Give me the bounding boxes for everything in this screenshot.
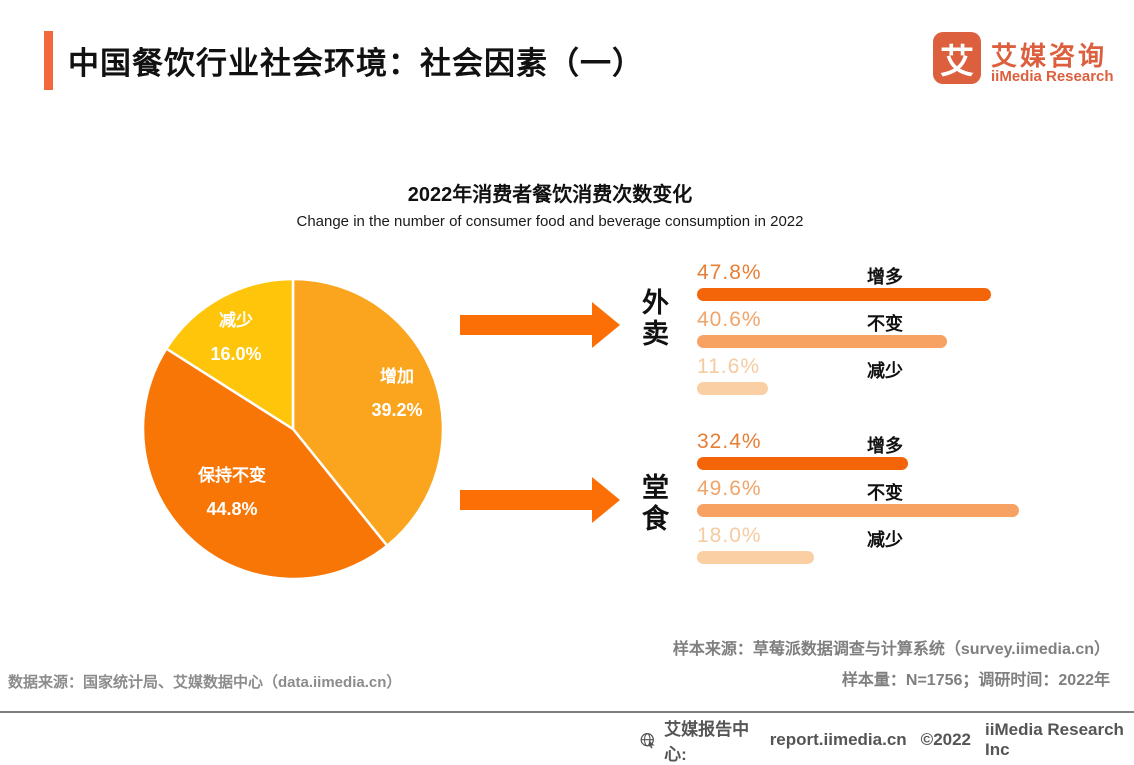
arrow-right-icon (460, 477, 620, 523)
chart-subtitle: Change in the number of consumer food an… (296, 213, 804, 230)
globe-cursor-icon (640, 732, 655, 748)
bar-label: 增多 (867, 267, 903, 287)
pie-slice-value: 44.8% (206, 499, 258, 519)
bar-label: 减少 (867, 361, 903, 381)
bar (697, 288, 991, 301)
bar-row-increase: 32.4% 增多 (697, 431, 1127, 478)
arrow-right-icon (460, 302, 620, 348)
footer-copyright: ©2022 (920, 730, 972, 749)
pie-slice-name: 减少 (219, 311, 253, 330)
bar-value: 18.0% (697, 524, 762, 547)
bar-value: 49.6% (697, 477, 762, 500)
bar (697, 382, 769, 395)
logo-name-en: iiMedia Research (991, 68, 1114, 85)
footer-company: iiMedia Research Inc (985, 720, 1124, 759)
pie-slice (165, 277, 295, 431)
bar-value: 40.6% (697, 308, 762, 331)
iimedia-logo-icon: 艾 (933, 32, 981, 84)
bar-value: 11.6% (697, 355, 760, 378)
category-label-dine-in: 堂食 (638, 473, 668, 535)
sample-notes: 样本来源：草莓派数据调查与计算系统（survey.iimedia.cn） 样本量… (673, 634, 1110, 696)
pie-slice-name: 增加 (380, 367, 414, 386)
category-label-takeout: 外卖 (638, 288, 668, 350)
pie-slice-name: 保持不变 (198, 466, 266, 485)
pie-slice-value: 16.0% (210, 344, 262, 364)
bar-row-unchanged: 40.6% 不变 (697, 309, 1127, 356)
bar-row-decrease: 11.6% 减少 (697, 356, 1127, 403)
bar-row-unchanged: 49.6% 不变 (697, 478, 1127, 525)
pie-chart (141, 277, 445, 581)
pie-label-increase: 增加 39.2% (347, 362, 447, 421)
bar-value: 32.4% (697, 430, 762, 453)
footer-divider (0, 711, 1134, 713)
footer-url: report.iimedia.cn (769, 730, 907, 749)
bar (697, 457, 908, 470)
footer-label: 艾媒报告中心: (664, 720, 750, 764)
logo-glyph: 艾 (940, 42, 974, 81)
pie-slice (291, 277, 445, 548)
sample-source: 样本来源：草莓派数据调查与计算系统（survey.iimedia.cn） (672, 641, 1110, 658)
bar-label: 不变 (867, 314, 903, 334)
bar-row-increase: 47.8% 增多 (697, 262, 1127, 309)
title-accent-bar (44, 31, 53, 90)
bar-row-decrease: 18.0% 减少 (697, 525, 1127, 572)
page-title: 中国餐饮行业社会环境：社会因素（一） (68, 46, 644, 81)
bar-label: 不变 (867, 483, 903, 503)
pie-slice-value: 39.2% (371, 400, 423, 420)
bar (697, 551, 814, 564)
takeout-bar-group: 47.8% 增多 40.6% 不变 11.6% 减少 (697, 262, 1127, 403)
sample-size: 样本量：N=1756；调研时间：2022年 (841, 672, 1110, 689)
chart-title: 2022年消费者餐饮消费次数变化 (407, 184, 693, 206)
bar-label: 减少 (867, 530, 903, 550)
pie-label-unchanged: 保持不变 44.8% (157, 461, 307, 520)
dine-in-bar-group: 32.4% 增多 49.6% 不变 18.0% 减少 (697, 431, 1127, 572)
pie-label-decrease: 减少 16.0% (186, 306, 286, 365)
bar (697, 335, 947, 348)
footer: 艾媒报告中心: report.iimedia.cn ©2022 iiMedia … (640, 715, 1134, 765)
bar-value: 47.8% (697, 261, 762, 284)
bar (697, 504, 1020, 517)
pie-slice (141, 347, 389, 581)
data-source: 数据来源：国家统计局、艾媒数据中心（data.iimedia.cn） (8, 674, 402, 691)
logo-name-cn: 艾媒咨询 (991, 41, 1108, 71)
bar-label: 增多 (867, 436, 903, 456)
